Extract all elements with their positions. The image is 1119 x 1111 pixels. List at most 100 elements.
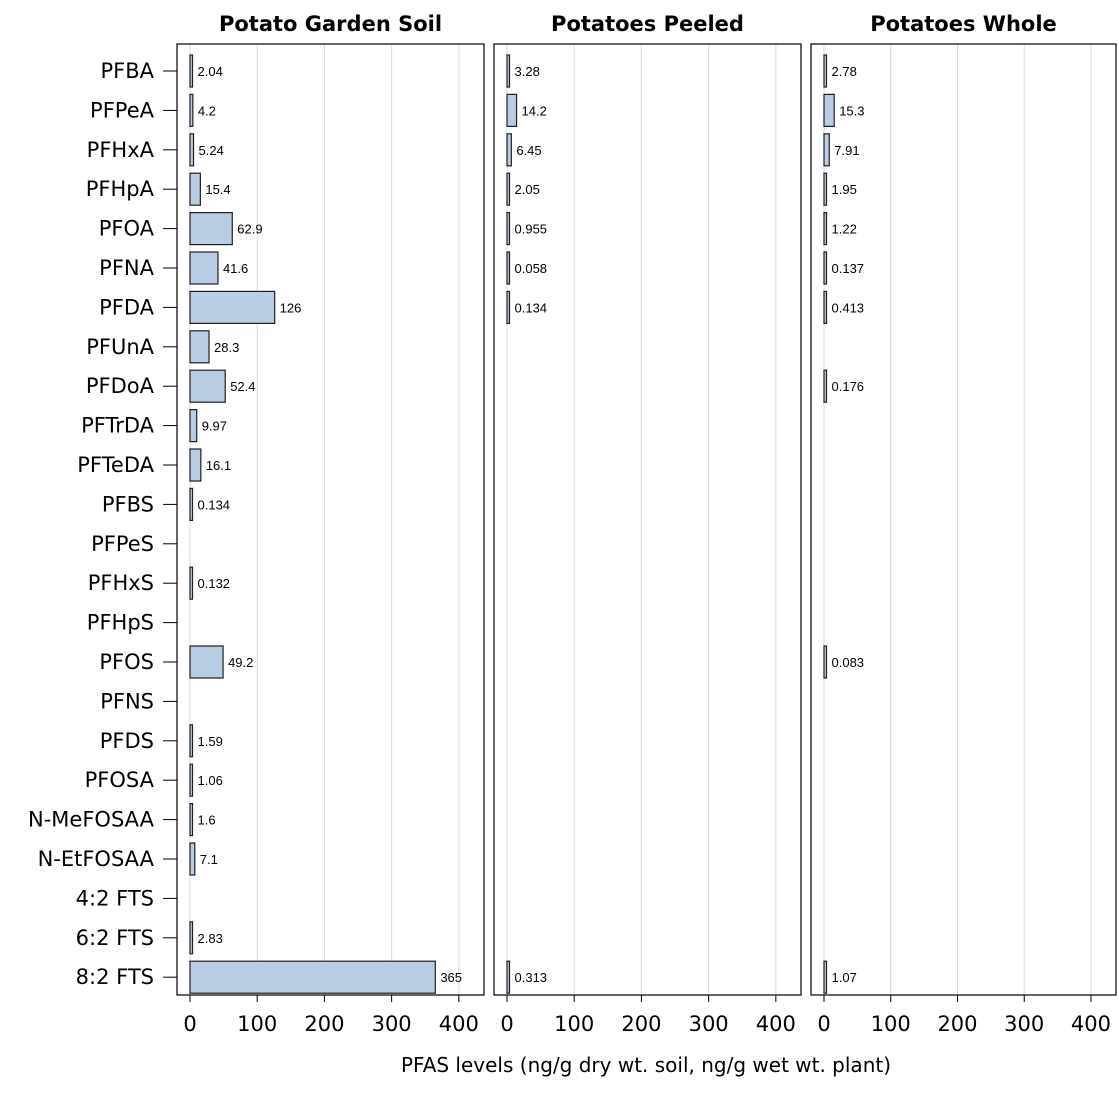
x-tick-label-200: 200 xyxy=(937,1012,977,1036)
x-tick-label-300: 300 xyxy=(689,1012,729,1036)
panel-potatoes-peeled: Potatoes Peeled 0 100 200 300 400 3.28 14.2 6.45… xyxy=(493,12,802,1036)
category-label-pfbs: PFBS xyxy=(102,492,154,516)
panel-frame xyxy=(493,43,802,996)
data-label-pfhpa: 15.4 xyxy=(205,182,230,197)
data-label-pfpea: 14.2 xyxy=(522,103,547,118)
data-label-pfuna: 28.3 xyxy=(214,340,239,355)
data-label-pfhxa: 6.45 xyxy=(516,143,541,158)
data-label-6-2-fts: 2.83 xyxy=(198,931,223,946)
bar-pfos xyxy=(823,645,828,679)
x-tick-label-0: 0 xyxy=(817,1012,830,1036)
data-label-8-2-fts: 365 xyxy=(440,970,462,985)
data-label-pfhpa: 1.95 xyxy=(832,182,857,197)
bar-8-2-fts xyxy=(823,960,828,994)
data-label-pfdoa: 0.176 xyxy=(832,379,865,394)
data-label-pfpea: 4.2 xyxy=(198,103,216,118)
category-label-pfds: PFDS xyxy=(100,729,154,753)
category-label-pfna: PFNA xyxy=(99,256,154,280)
panel-title: Potatoes Whole xyxy=(870,12,1057,36)
category-label-pftrda: PFTrDA xyxy=(81,414,155,438)
data-label-pfos: 0.083 xyxy=(832,655,865,670)
bar-pfbs xyxy=(189,487,194,521)
x-tick-label-300: 300 xyxy=(372,1012,412,1036)
bar-8-2-fts xyxy=(506,960,511,994)
x-tick-label-0: 0 xyxy=(500,1012,513,1036)
data-label-pfosa: 1.06 xyxy=(198,773,223,788)
x-tick-label-100: 100 xyxy=(554,1012,594,1036)
bar-pfda xyxy=(506,290,511,324)
data-label-pfpea: 15.3 xyxy=(839,103,864,118)
category-label-8-2-fts: 8:2 FTS xyxy=(76,965,154,989)
bar-pfhpa xyxy=(189,172,201,206)
data-label-pfoa: 62.9 xyxy=(237,222,262,237)
bar-8-2-fts xyxy=(189,960,436,994)
bar-pfdoa xyxy=(823,369,828,403)
bar-pfba xyxy=(823,54,828,88)
data-label-8-2-fts: 1.07 xyxy=(832,970,857,985)
data-label-pfda: 0.413 xyxy=(832,300,865,315)
category-label-pfns: PFNS xyxy=(100,689,154,713)
data-label-pfba: 2.78 xyxy=(832,64,857,79)
bar-pfhpa xyxy=(823,172,828,206)
category-label-pfhpa: PFHpA xyxy=(86,177,155,201)
category-label-pfuna: PFUnA xyxy=(86,335,154,359)
category-label-pfpea: PFPeA xyxy=(90,98,155,122)
data-label-pfna: 41.6 xyxy=(223,261,248,276)
x-tick-label-200: 200 xyxy=(304,1012,344,1036)
data-label-pfda: 0.134 xyxy=(515,300,548,315)
category-label-pfdoa: PFDoA xyxy=(86,374,155,398)
data-label-pfteda: 16.1 xyxy=(206,458,231,473)
bar-pfds xyxy=(189,724,194,758)
category-label-4-2-fts: 4:2 FTS xyxy=(76,886,154,910)
data-label-pfhxa: 7.91 xyxy=(834,143,859,158)
data-label-pfhxs: 0.132 xyxy=(198,576,231,591)
data-label-pfna: 0.058 xyxy=(515,261,548,276)
bar-n-mefosaa xyxy=(189,802,194,837)
bar-pfosa xyxy=(189,763,194,797)
x-tick-label-0: 0 xyxy=(183,1012,196,1036)
x-axis-title: PFAS levels (ng/g dry wt. soil, ng/g wet… xyxy=(401,1053,891,1077)
data-label-pfba: 3.28 xyxy=(515,64,540,79)
panel-frame xyxy=(176,43,485,996)
category-label-pfba: PFBA xyxy=(100,59,154,83)
bar-pfna xyxy=(189,251,219,285)
category-label-pfhxa: PFHxA xyxy=(87,138,155,162)
bar-pfdoa xyxy=(189,369,226,403)
data-label-pfna: 0.137 xyxy=(832,261,865,276)
bar-pfna xyxy=(823,251,828,285)
bar-pfhxa xyxy=(506,133,512,167)
category-label-pfda: PFDA xyxy=(99,295,155,319)
category-label-pfos: PFOS xyxy=(99,650,154,674)
category-label-6-2-fts: 6:2 FTS xyxy=(76,926,154,950)
bar-pfhxs xyxy=(189,566,194,600)
panel-potato-garden-soil: Potato Garden Soil 0 100 200 300 400 2.04 4.2 5.… xyxy=(163,12,485,1036)
bar-pfoa xyxy=(506,212,511,246)
category-label-pfhxs: PFHxS xyxy=(88,571,154,595)
category-label-n-etfosaa: N-EtFOSAA xyxy=(38,847,155,871)
bar-pfoa xyxy=(823,212,828,246)
x-tick-label-300: 300 xyxy=(1004,1012,1044,1036)
data-label-pfba: 2.04 xyxy=(198,64,223,79)
bar-pfda xyxy=(189,290,276,324)
bar-n-etfosaa xyxy=(189,842,196,876)
data-label-pfda: 126 xyxy=(280,300,302,315)
bar-pfos xyxy=(189,645,224,679)
x-tick-label-400: 400 xyxy=(439,1012,479,1036)
x-tick-label-100: 100 xyxy=(871,1012,911,1036)
data-label-pftrda: 9.97 xyxy=(202,419,227,434)
data-label-n-etfosaa: 7.1 xyxy=(200,852,218,867)
panel-potatoes-whole: Potatoes Whole 0 100 200 300 400 2.78 15.3 7.91 1… xyxy=(810,12,1117,1036)
bar-pfba xyxy=(506,54,511,88)
x-tick-label-100: 100 xyxy=(237,1012,277,1036)
bar-pfhxa xyxy=(189,133,195,167)
bar-pfba xyxy=(189,54,194,88)
x-tick-label-200: 200 xyxy=(621,1012,661,1036)
data-label-8-2-fts: 0.313 xyxy=(515,970,548,985)
bar-pfpea xyxy=(189,93,194,128)
category-label-pfosa: PFOSA xyxy=(85,768,155,792)
category-label-n-mefosaa: N-MeFOSAA xyxy=(28,808,155,832)
bar-pfoa xyxy=(189,212,233,246)
panel-frame xyxy=(810,43,1117,996)
